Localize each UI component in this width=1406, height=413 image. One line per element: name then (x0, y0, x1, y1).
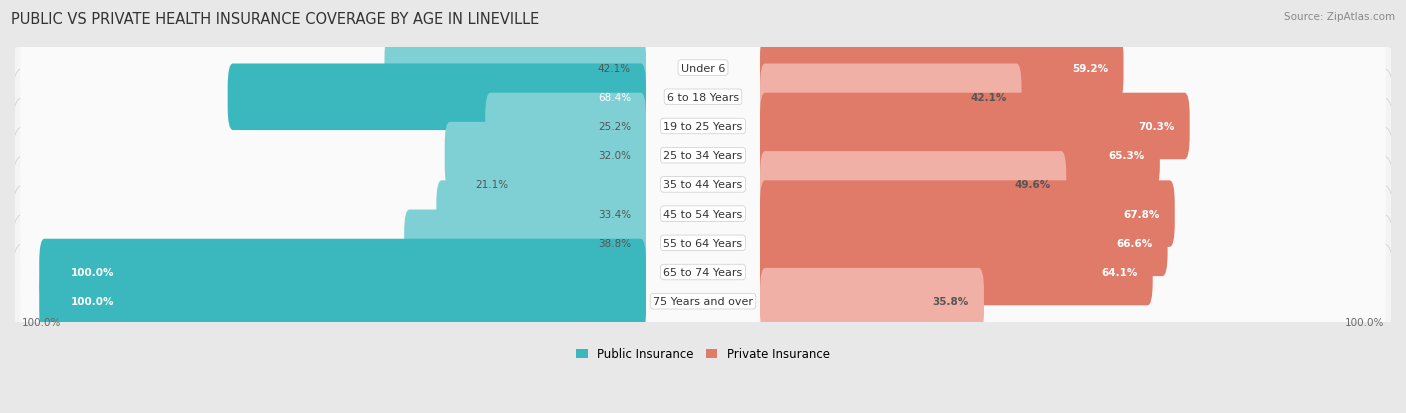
FancyBboxPatch shape (761, 181, 1175, 247)
Text: 25.2%: 25.2% (598, 122, 631, 132)
FancyBboxPatch shape (39, 268, 645, 335)
FancyBboxPatch shape (404, 210, 645, 276)
Text: 33.4%: 33.4% (598, 209, 631, 219)
Text: 100.0%: 100.0% (1346, 318, 1385, 328)
FancyBboxPatch shape (510, 152, 645, 218)
FancyBboxPatch shape (761, 123, 1160, 189)
Text: 32.0%: 32.0% (598, 151, 631, 161)
FancyBboxPatch shape (11, 186, 1395, 300)
Text: 49.6%: 49.6% (1015, 180, 1052, 190)
Text: 59.2%: 59.2% (1073, 64, 1108, 74)
FancyBboxPatch shape (761, 93, 1189, 160)
Text: 70.3%: 70.3% (1139, 122, 1174, 132)
FancyBboxPatch shape (20, 21, 1386, 116)
FancyBboxPatch shape (20, 79, 1386, 174)
FancyBboxPatch shape (444, 123, 645, 189)
Text: 45 to 54 Years: 45 to 54 Years (664, 209, 742, 219)
FancyBboxPatch shape (228, 64, 645, 131)
FancyBboxPatch shape (11, 11, 1395, 126)
FancyBboxPatch shape (384, 35, 645, 102)
FancyBboxPatch shape (20, 254, 1386, 349)
Legend: Public Insurance, Private Insurance: Public Insurance, Private Insurance (571, 343, 835, 366)
FancyBboxPatch shape (761, 210, 1167, 276)
FancyBboxPatch shape (11, 128, 1395, 242)
FancyBboxPatch shape (485, 93, 645, 160)
FancyBboxPatch shape (436, 181, 645, 247)
FancyBboxPatch shape (11, 40, 1395, 154)
FancyBboxPatch shape (20, 138, 1386, 232)
Text: Source: ZipAtlas.com: Source: ZipAtlas.com (1284, 12, 1395, 22)
Text: 66.6%: 66.6% (1116, 238, 1153, 248)
Text: 68.4%: 68.4% (598, 93, 631, 102)
FancyBboxPatch shape (20, 196, 1386, 290)
Text: 19 to 25 Years: 19 to 25 Years (664, 122, 742, 132)
Text: Under 6: Under 6 (681, 64, 725, 74)
Text: 21.1%: 21.1% (475, 180, 509, 190)
Text: 65 to 74 Years: 65 to 74 Years (664, 267, 742, 278)
Text: 65.3%: 65.3% (1108, 151, 1144, 161)
Text: 42.1%: 42.1% (970, 93, 1007, 102)
Text: 35 to 44 Years: 35 to 44 Years (664, 180, 742, 190)
FancyBboxPatch shape (761, 152, 1066, 218)
FancyBboxPatch shape (20, 109, 1386, 203)
FancyBboxPatch shape (11, 244, 1395, 358)
FancyBboxPatch shape (11, 99, 1395, 213)
Text: 42.1%: 42.1% (598, 64, 631, 74)
FancyBboxPatch shape (11, 157, 1395, 271)
FancyBboxPatch shape (761, 64, 1022, 131)
FancyBboxPatch shape (20, 167, 1386, 261)
Text: 64.1%: 64.1% (1101, 267, 1137, 278)
Text: 100.0%: 100.0% (70, 267, 114, 278)
Text: 67.8%: 67.8% (1123, 209, 1160, 219)
Text: 75 Years and over: 75 Years and over (652, 297, 754, 306)
FancyBboxPatch shape (761, 268, 984, 335)
FancyBboxPatch shape (11, 215, 1395, 330)
FancyBboxPatch shape (20, 225, 1386, 320)
Text: 25 to 34 Years: 25 to 34 Years (664, 151, 742, 161)
FancyBboxPatch shape (39, 239, 645, 306)
Text: 100.0%: 100.0% (21, 318, 60, 328)
FancyBboxPatch shape (761, 239, 1153, 306)
Text: 100.0%: 100.0% (70, 297, 114, 306)
Text: 38.8%: 38.8% (598, 238, 631, 248)
Text: 35.8%: 35.8% (932, 297, 969, 306)
FancyBboxPatch shape (761, 35, 1123, 102)
Text: 6 to 18 Years: 6 to 18 Years (666, 93, 740, 102)
Text: PUBLIC VS PRIVATE HEALTH INSURANCE COVERAGE BY AGE IN LINEVILLE: PUBLIC VS PRIVATE HEALTH INSURANCE COVER… (11, 12, 540, 27)
Text: 55 to 64 Years: 55 to 64 Years (664, 238, 742, 248)
FancyBboxPatch shape (20, 50, 1386, 145)
FancyBboxPatch shape (11, 69, 1395, 184)
